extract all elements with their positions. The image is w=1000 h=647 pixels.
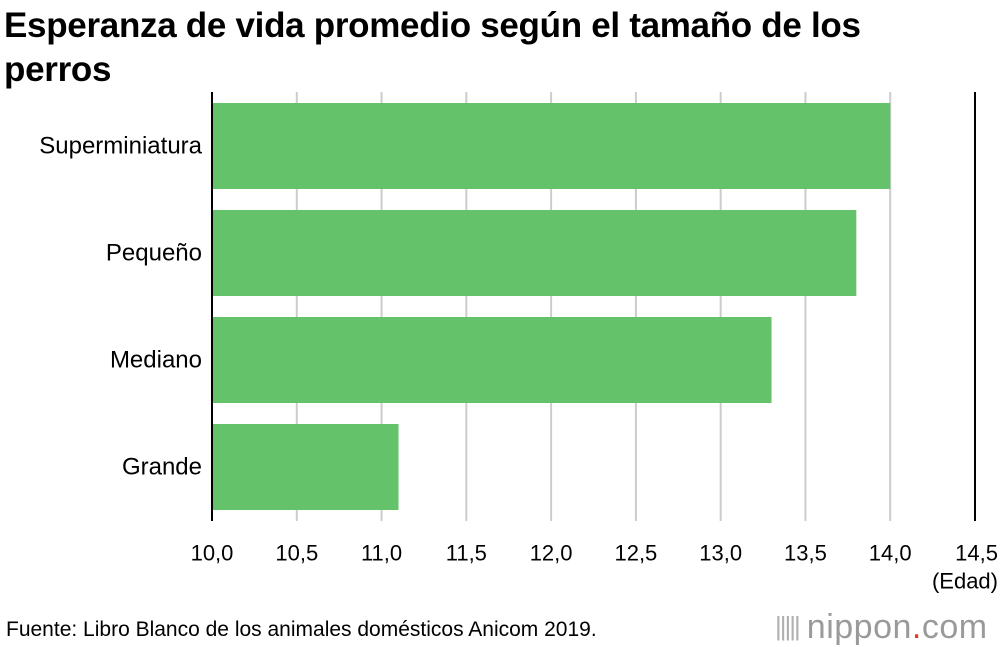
- bar-3: [212, 317, 772, 403]
- tick-label: 14,0: [869, 541, 912, 566]
- nippon-logo: ||||| nippon.com: [775, 606, 988, 647]
- tick-label: 13,5: [784, 541, 827, 566]
- x-axis-label: (Edad): [932, 569, 998, 594]
- category-label: Superminiatura: [39, 133, 202, 160]
- chart-title: Esperanza de vida promedio según el tama…: [4, 6, 861, 89]
- bar-4: [212, 424, 399, 510]
- bar-1: [212, 103, 891, 189]
- tick-label: 10,0: [191, 541, 234, 566]
- bar-2: [212, 210, 857, 296]
- tick-label: 10,5: [275, 541, 318, 566]
- category-label: Pequeño: [106, 240, 202, 267]
- logo-mark-icon: |||||: [775, 611, 801, 641]
- logo-tld: com: [921, 608, 988, 646]
- tick-label: 12,0: [530, 541, 573, 566]
- tick-label: 11,5: [446, 541, 487, 566]
- logo-dot: .: [911, 608, 922, 646]
- tick-label: 14,5: [955, 541, 998, 566]
- logo-name: nippon: [806, 608, 912, 646]
- category-label: Grande: [122, 454, 202, 481]
- tick-label: 13,0: [699, 541, 742, 566]
- source-note: Fuente: Libro Blanco de los animales dom…: [6, 618, 597, 641]
- tick-label: 11,0: [361, 541, 402, 566]
- category-label: Mediano: [110, 347, 202, 374]
- tick-label: 12,5: [614, 541, 657, 566]
